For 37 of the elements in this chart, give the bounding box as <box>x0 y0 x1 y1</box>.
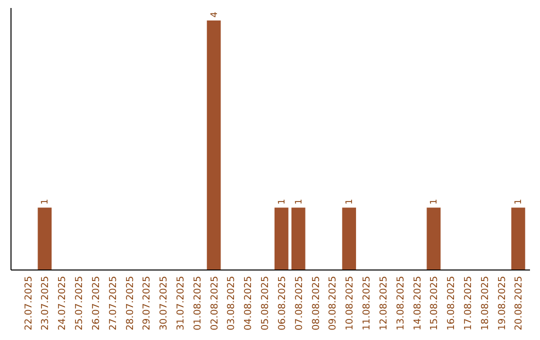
x-tick-label: 14.08.2025 <box>412 276 424 330</box>
data-label: 1 <box>40 198 51 205</box>
x-tick-label: 30.07.2025 <box>158 276 170 330</box>
x-tick-label: 03.08.2025 <box>226 276 238 330</box>
x-tick-label: 28.07.2025 <box>124 276 136 330</box>
x-tick-label: 09.08.2025 <box>328 276 339 330</box>
x-tick-label: 18.08.2025 <box>480 276 491 330</box>
x-tick-label: 27.07.2025 <box>108 276 119 330</box>
x-tick-label: 04.08.2025 <box>243 276 254 330</box>
x-tick-label: 24.07.2025 <box>57 276 68 330</box>
x-tick-label: 29.07.2025 <box>142 276 153 330</box>
x-tick-label: 11.08.2025 <box>362 276 373 330</box>
x-tick-label: 19.08.2025 <box>496 276 508 330</box>
x-tick-label: 10.08.2025 <box>344 276 356 330</box>
x-tick-label: 22.07.2025 <box>23 276 34 330</box>
data-label: 1 <box>514 198 524 205</box>
x-tick-label: 01.08.2025 <box>192 276 204 330</box>
x-tick-label: 17.08.2025 <box>462 276 474 330</box>
data-label: 1 <box>294 198 304 205</box>
x-tick-label: 12.08.2025 <box>378 276 390 330</box>
x-tick-label: 20.08.2025 <box>514 276 525 330</box>
data-label: 4 <box>210 11 220 18</box>
x-tick-label: 13.08.2025 <box>395 276 406 330</box>
x-tick-label: 08.08.2025 <box>310 276 322 330</box>
x-tick-label: 23.07.2025 <box>40 276 52 330</box>
x-tick-label: 05.08.2025 <box>260 276 272 330</box>
data-label: 1 <box>277 198 288 205</box>
x-tick-label: 25.07.2025 <box>74 276 86 330</box>
data-label: 1 <box>430 198 440 205</box>
x-tick-label: 31.07.2025 <box>175 276 186 330</box>
x-tick-label: 15.08.2025 <box>429 276 440 330</box>
x-tick-label: 16.08.2025 <box>446 276 458 330</box>
x-tick-label: 06.08.2025 <box>276 276 288 330</box>
data-label: 1 <box>345 198 356 205</box>
x-tick-label: 26.07.2025 <box>90 276 102 330</box>
x-tick-label: 02.08.2025 <box>209 276 220 330</box>
x-tick-label: 07.08.2025 <box>294 276 305 330</box>
